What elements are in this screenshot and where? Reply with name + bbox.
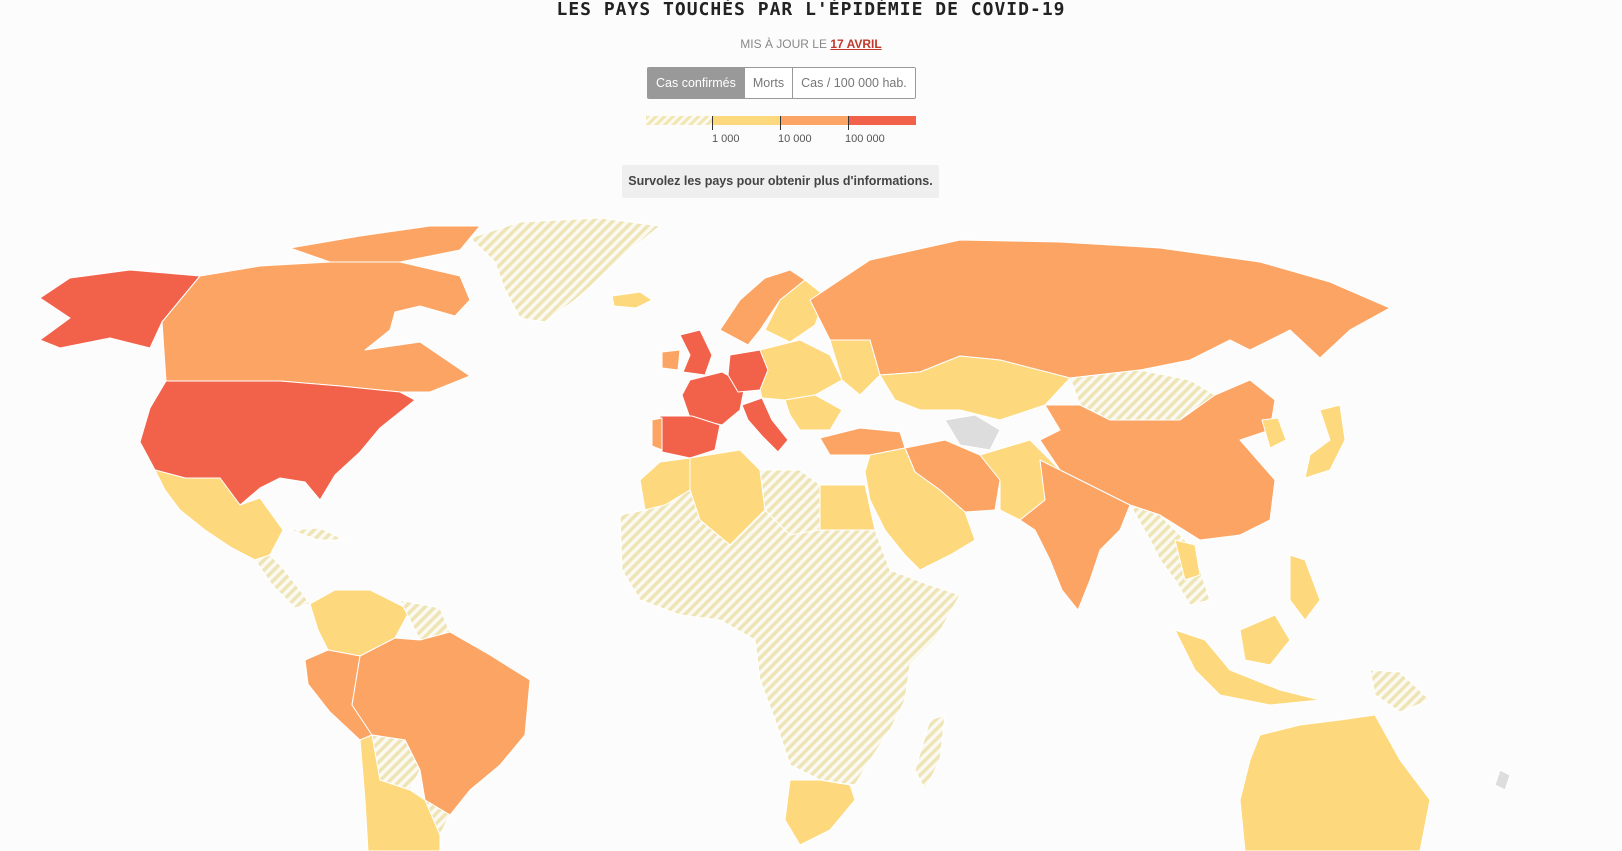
legend-seg-tier1 bbox=[712, 116, 780, 125]
country-france[interactable] bbox=[681, 371, 746, 426]
world-map bbox=[39, 217, 1511, 851]
legend-seg-tier2 bbox=[780, 116, 848, 125]
update-line: MIS À JOUR LE 17 AVRIL bbox=[0, 37, 1622, 51]
country-thailand[interactable] bbox=[1174, 539, 1201, 581]
map-title: LES PAYS TOUCHÉS PAR L'ÉPIDÉMIE DE COVID… bbox=[556, 0, 1066, 20]
country-caucasus-central[interactable] bbox=[944, 414, 1001, 451]
country-south-africa[interactable] bbox=[784, 779, 856, 846]
metric-toggle: Cas confirmés Morts Cas / 100 000 hab. bbox=[647, 67, 916, 99]
country-india[interactable] bbox=[1019, 459, 1131, 611]
country-middle-east[interactable] bbox=[864, 447, 976, 571]
color-legend: 1 000 10 000 100 000 bbox=[646, 116, 916, 152]
legend-tick-2 bbox=[780, 116, 781, 130]
country-portugal[interactable] bbox=[651, 417, 663, 451]
country-borneo[interactable] bbox=[1239, 614, 1291, 666]
legend-seg-tier3 bbox=[848, 116, 916, 125]
country-australia[interactable] bbox=[1239, 714, 1431, 851]
country-madagascar[interactable] bbox=[914, 714, 946, 791]
legend-seg-stripe bbox=[646, 116, 712, 125]
country-cuba[interactable] bbox=[289, 527, 346, 541]
country-italy[interactable] bbox=[741, 397, 789, 453]
toggle-morts[interactable]: Morts bbox=[744, 68, 794, 98]
country-central-america[interactable] bbox=[254, 554, 311, 609]
legend-tick-1 bbox=[712, 116, 713, 130]
toggle-cas-par-habitant[interactable]: Cas / 100 000 hab. bbox=[793, 68, 915, 98]
country-southeast-asia[interactable] bbox=[1129, 504, 1211, 606]
country-indonesia[interactable] bbox=[1174, 629, 1321, 706]
legend-label-100000: 100 000 bbox=[845, 133, 885, 145]
country-new-zealand[interactable] bbox=[1494, 769, 1511, 791]
country-canada-arctic[interactable] bbox=[289, 225, 481, 263]
country-iceland[interactable] bbox=[611, 291, 653, 309]
country-alaska[interactable] bbox=[39, 269, 201, 349]
legend-tick-3 bbox=[848, 116, 849, 130]
country-korea[interactable] bbox=[1261, 417, 1287, 449]
country-balkans[interactable] bbox=[784, 394, 843, 431]
country-russia[interactable] bbox=[809, 239, 1391, 379]
country-spain[interactable] bbox=[659, 415, 721, 459]
legend-label-10000: 10 000 bbox=[778, 133, 812, 145]
country-uk[interactable] bbox=[679, 329, 713, 376]
update-prefix: MIS À JOUR LE bbox=[740, 37, 827, 51]
country-japan[interactable] bbox=[1304, 404, 1346, 479]
country-greenland[interactable] bbox=[469, 217, 661, 323]
country-central-europe[interactable] bbox=[759, 339, 843, 401]
update-date-link[interactable]: 17 AVRIL bbox=[830, 37, 882, 51]
legend-label-1000: 1 000 bbox=[712, 133, 740, 145]
country-africa[interactable] bbox=[619, 489, 961, 786]
country-uruguay[interactable] bbox=[424, 799, 451, 836]
toggle-cas-confirmes[interactable]: Cas confirmés bbox=[648, 68, 745, 98]
country-philippines[interactable] bbox=[1289, 554, 1321, 621]
country-egypt[interactable] bbox=[819, 484, 876, 531]
hover-hint: Survolez les pays pour obtenir plus d'in… bbox=[622, 165, 939, 198]
country-papua[interactable] bbox=[1369, 669, 1431, 713]
country-ireland[interactable] bbox=[661, 349, 681, 371]
country-canada[interactable] bbox=[161, 261, 471, 393]
